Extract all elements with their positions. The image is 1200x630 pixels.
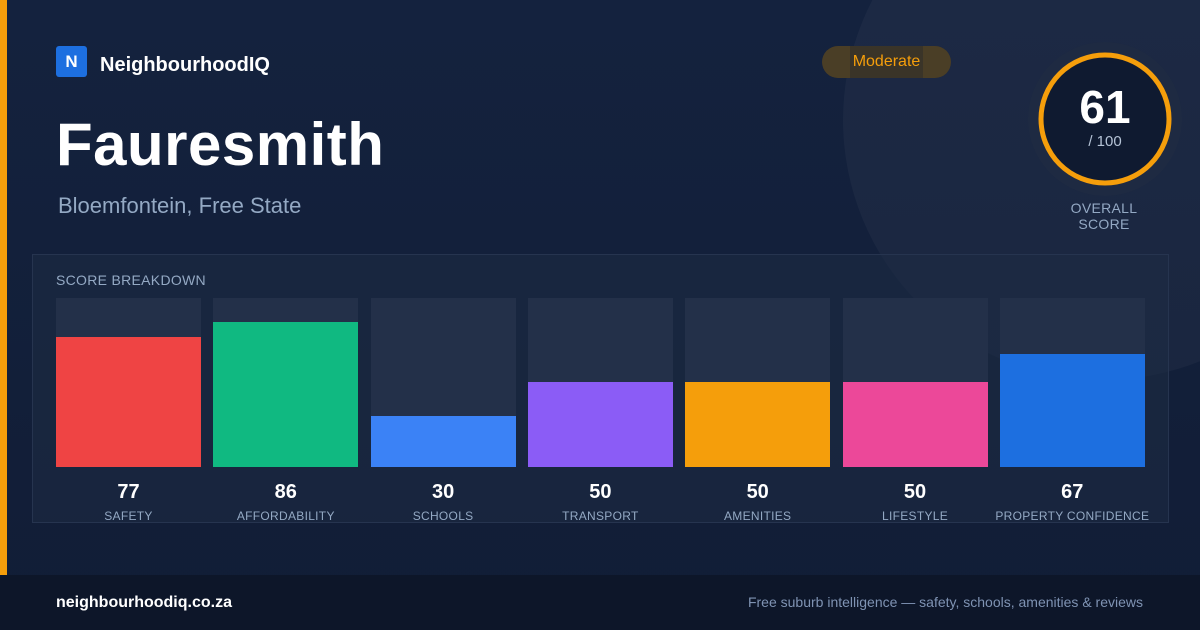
- footer-domain: neighbourhoodiq.co.za: [56, 594, 232, 611]
- suburb-title: Fauresmith: [56, 111, 385, 178]
- score-bar-affordability: 86 AFFORDABILITY: [213, 298, 359, 523]
- bar-track: [527, 298, 673, 467]
- bar-value: 50: [746, 481, 769, 503]
- rating-badge: Moderate: [822, 46, 951, 78]
- bar-label: SCHOOLS: [412, 509, 474, 523]
- bar-value: 67: [1061, 481, 1084, 503]
- brand-name: NeighbourhoodIQ: [100, 54, 270, 76]
- suburb-location: Bloemfontein, Free State: [58, 193, 302, 218]
- score-bar-transport: 50 TRANSPORT: [527, 298, 673, 523]
- overall-score-ring: 61 / 100: [1028, 42, 1182, 196]
- bar-value: 50: [903, 481, 927, 503]
- score-ring-graphic: [1038, 52, 1172, 186]
- score-bar-property-confidence: 67 PROPERTY CONFIDENCE: [995, 298, 1149, 523]
- score-bar-lifestyle: 50 LIFESTYLE: [842, 298, 988, 523]
- bar-fill: [685, 382, 831, 467]
- bar-fill: [370, 416, 516, 467]
- footer-tagline: Free suburb intelligence — safety, schoo…: [747, 594, 1143, 610]
- bar-fill: [527, 382, 673, 467]
- bar-value: 30: [431, 481, 455, 503]
- brand-logo-icon: N: [56, 46, 87, 77]
- overall-score-label: OVERALL SCORE: [1070, 200, 1138, 232]
- bar-fill: [842, 382, 988, 467]
- bar-fill: [56, 337, 201, 467]
- brand: N NeighbourhoodIQ: [56, 46, 270, 77]
- score-ring-arc: [1038, 52, 1172, 186]
- score-bar-schools: 30 SCHOOLS: [370, 298, 516, 523]
- overall-score-max: / 100: [1088, 133, 1122, 150]
- bar-track: [56, 298, 201, 467]
- bar-track: [685, 298, 831, 467]
- bar-label: SAFETY: [104, 509, 153, 523]
- accent-bar: [0, 0, 7, 575]
- bar-value: 77: [117, 481, 140, 503]
- rating-badge-label: Moderate: [852, 53, 921, 70]
- score-bars: 77 SAFETY 86 AFFORDABILITY 30 SCHOOLS 50 TRANSP…: [56, 298, 1149, 523]
- bar-fill: [213, 322, 359, 467]
- bar-track: [370, 298, 516, 467]
- score-breakdown-title: SCORE BREAKDOWN: [56, 272, 206, 288]
- footer: neighbourhoodiq.co.za Free suburb intell…: [0, 575, 1200, 630]
- bar-label: AMENITIES: [723, 509, 792, 523]
- bar-label: PROPERTY CONFIDENCE: [995, 509, 1150, 523]
- bar-value: 50: [589, 481, 612, 503]
- bar-label: TRANSPORT: [562, 509, 639, 523]
- overall-score-value: 61: [1079, 81, 1131, 133]
- bar-track: [213, 298, 359, 467]
- bar-track: [842, 298, 988, 467]
- score-breakdown-panel: SCORE BREAKDOWN 77 SAFETY 86 AFFORDABILITY 3…: [32, 254, 1169, 523]
- bar-value: 86: [274, 481, 297, 503]
- bar-label: AFFORDABILITY: [236, 509, 335, 523]
- bar-label: LIFESTYLE: [881, 509, 949, 523]
- score-bar-safety: 77 SAFETY: [56, 298, 201, 523]
- bar-track: [999, 298, 1145, 467]
- bar-fill: [999, 354, 1145, 467]
- score-bar-amenities: 50 AMENITIES: [685, 298, 831, 523]
